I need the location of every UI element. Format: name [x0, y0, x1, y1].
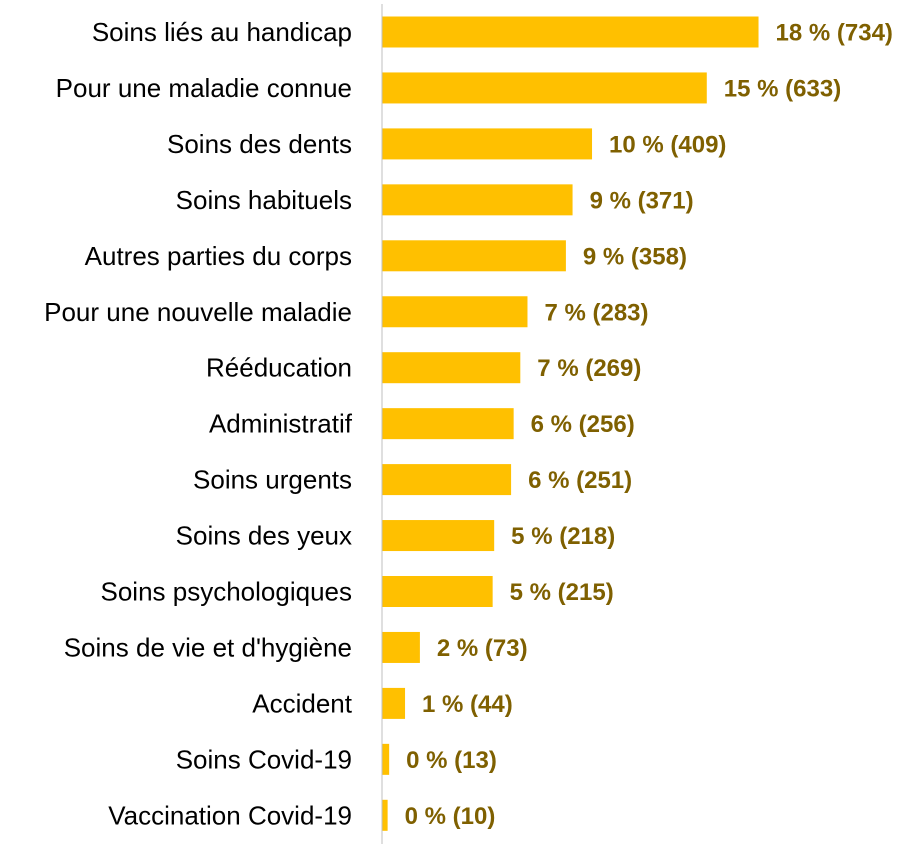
category-label: Autres parties du corps	[85, 241, 352, 271]
category-label: Soins des dents	[167, 129, 352, 159]
bar	[382, 631, 420, 663]
data-label: 0 % (13)	[406, 747, 497, 774]
bar	[382, 128, 593, 160]
category-label: Administratif	[209, 409, 353, 439]
category-label: Soins des yeux	[176, 521, 352, 551]
bar	[382, 240, 566, 272]
data-label: 9 % (358)	[583, 243, 687, 270]
data-label: 15 % (633)	[724, 75, 841, 102]
category-label: Accident	[252, 688, 352, 718]
bar	[382, 687, 406, 719]
bar	[382, 799, 388, 831]
category-label: Vaccination Covid-19	[108, 800, 352, 830]
data-label: 7 % (283)	[544, 299, 648, 326]
bar	[382, 464, 512, 496]
data-label: 9 % (371)	[590, 187, 694, 214]
data-label: 7 % (269)	[537, 355, 641, 382]
data-label: 6 % (256)	[531, 411, 635, 438]
data-label: 6 % (251)	[528, 467, 632, 494]
data-label: 2 % (73)	[437, 635, 528, 662]
bar	[382, 408, 514, 440]
category-label: Pour une nouvelle maladie	[44, 297, 352, 327]
bars-group: Soins liés au handicap 18 % (734) Pour une…	[44, 16, 893, 831]
category-label: Soins urgents	[193, 465, 352, 495]
bar	[382, 743, 390, 775]
data-label: 10 % (409)	[609, 131, 726, 158]
category-label: Soins liés au handicap	[92, 17, 352, 47]
category-label: Soins Covid-19	[176, 744, 352, 774]
bar	[382, 16, 759, 48]
category-label: Soins habituels	[176, 185, 352, 215]
bar	[382, 296, 528, 328]
bar	[382, 520, 495, 552]
bar	[382, 576, 493, 607]
data-label: 0 % (10)	[405, 803, 496, 830]
bar	[382, 184, 573, 216]
category-label: Rééducation	[206, 353, 352, 383]
bar	[382, 352, 521, 384]
category-label: Pour une maladie connue	[56, 73, 352, 103]
bar	[382, 72, 707, 104]
data-label: 5 % (215)	[510, 579, 614, 606]
category-label: Soins psychologiques	[101, 577, 353, 607]
data-label: 18 % (734)	[776, 20, 893, 47]
data-label: 5 % (218)	[511, 523, 615, 550]
data-label: 1 % (44)	[422, 691, 513, 718]
category-label: Soins de vie et d'hygiène	[64, 632, 352, 662]
